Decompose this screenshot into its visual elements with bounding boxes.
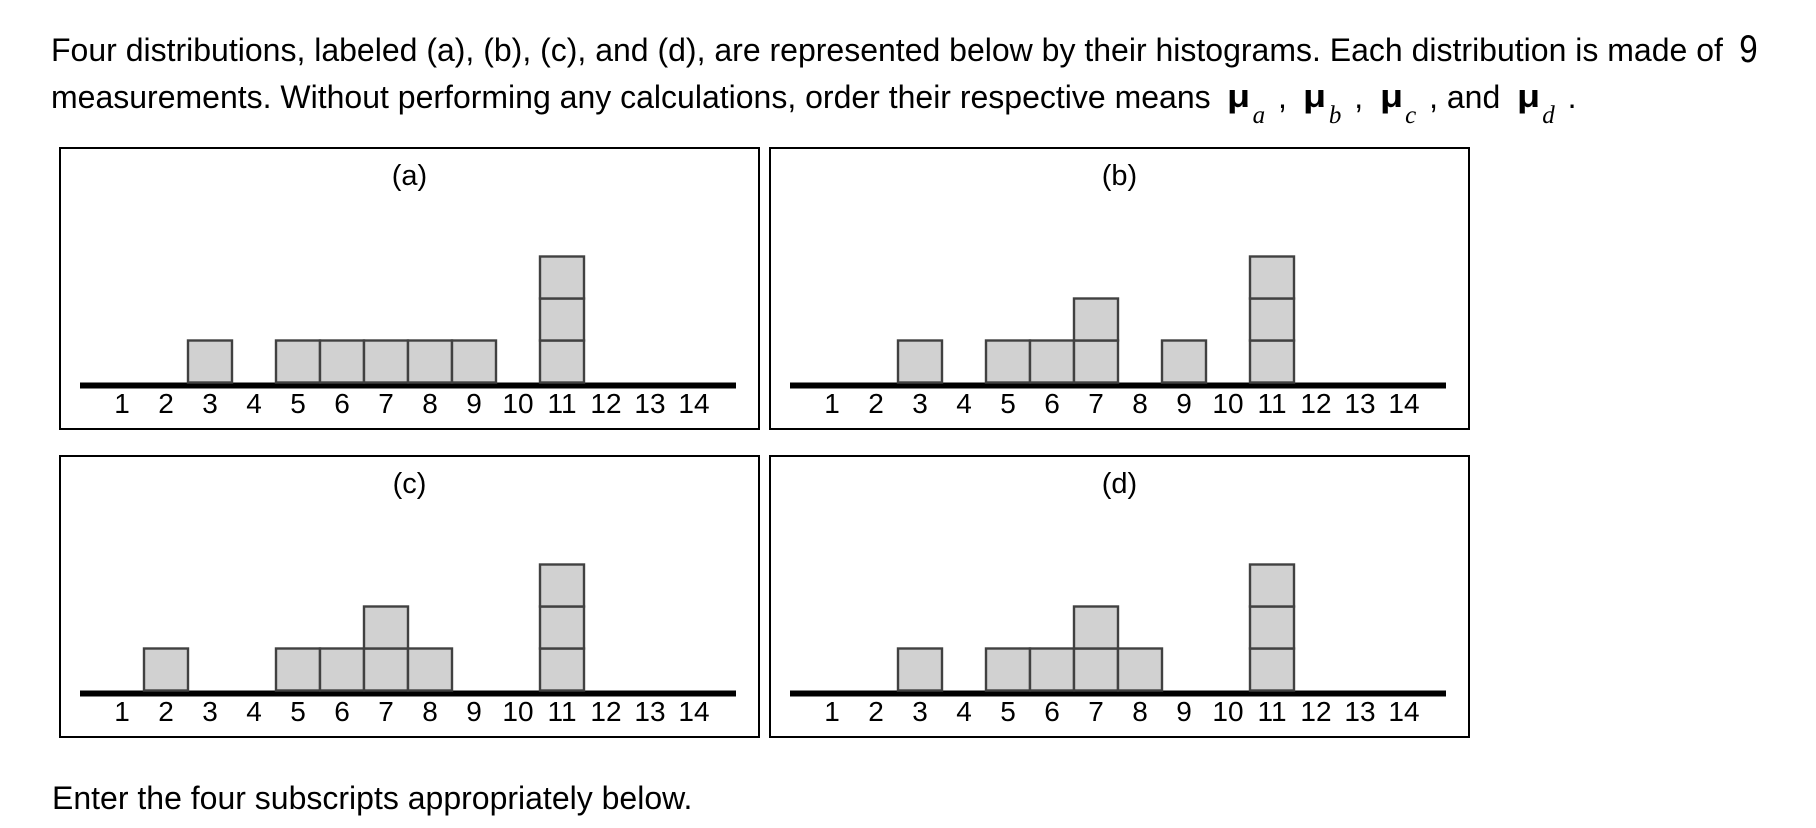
svg-text:1: 1 — [114, 696, 130, 727]
svg-text:14: 14 — [1388, 696, 1419, 727]
svg-text:8: 8 — [422, 388, 438, 419]
svg-text:2: 2 — [868, 696, 884, 727]
svg-text:13: 13 — [634, 388, 665, 419]
svg-text:10: 10 — [1212, 696, 1243, 727]
svg-text:12: 12 — [590, 696, 621, 727]
svg-text:10: 10 — [502, 696, 533, 727]
svg-text:8: 8 — [1132, 696, 1148, 727]
svg-text:13: 13 — [634, 696, 665, 727]
svg-text:5: 5 — [290, 696, 306, 727]
svg-text:1: 1 — [824, 388, 840, 419]
svg-text:(b): (b) — [1102, 160, 1137, 192]
svg-text:1: 1 — [114, 388, 130, 419]
svg-text:12: 12 — [1300, 388, 1331, 419]
svg-text:9: 9 — [1176, 388, 1192, 419]
svg-text:6: 6 — [1044, 696, 1060, 727]
svg-text:1: 1 — [824, 696, 840, 727]
svg-text:5: 5 — [1000, 696, 1016, 727]
svg-text:4: 4 — [956, 696, 972, 727]
svg-text:11: 11 — [547, 696, 576, 727]
svg-text:12: 12 — [590, 388, 621, 419]
svg-text:10: 10 — [502, 388, 533, 419]
svg-text:2: 2 — [868, 388, 884, 419]
svg-text:11: 11 — [547, 388, 576, 419]
svg-text:(d): (d) — [1102, 468, 1137, 500]
svg-text:8: 8 — [422, 696, 438, 727]
svg-text:3: 3 — [202, 388, 218, 419]
svg-text:14: 14 — [678, 388, 709, 419]
svg-text:2: 2 — [158, 696, 174, 727]
svg-text:(c): (c) — [393, 468, 427, 500]
svg-text:(a): (a) — [392, 160, 427, 192]
svg-text:14: 14 — [678, 696, 709, 727]
svg-text:3: 3 — [912, 696, 928, 727]
svg-text:3: 3 — [202, 696, 218, 727]
svg-text:9: 9 — [466, 388, 482, 419]
svg-text:13: 13 — [1344, 696, 1375, 727]
svg-text:7: 7 — [378, 696, 394, 727]
svg-text:7: 7 — [378, 388, 394, 419]
svg-text:4: 4 — [246, 696, 262, 727]
svg-text:11: 11 — [1257, 388, 1286, 419]
svg-text:6: 6 — [334, 696, 350, 727]
svg-text:9: 9 — [466, 696, 482, 727]
svg-text:4: 4 — [246, 388, 262, 419]
svg-text:10: 10 — [1212, 388, 1243, 419]
svg-text:7: 7 — [1088, 696, 1104, 727]
svg-text:2: 2 — [158, 388, 174, 419]
svg-text:11: 11 — [1257, 696, 1286, 727]
svg-text:6: 6 — [334, 388, 350, 419]
svg-text:3: 3 — [912, 388, 928, 419]
svg-text:14: 14 — [1388, 388, 1419, 419]
svg-text:4: 4 — [956, 388, 972, 419]
svg-text:12: 12 — [1300, 696, 1331, 727]
svg-text:5: 5 — [290, 388, 306, 419]
svg-text:7: 7 — [1088, 388, 1104, 419]
svg-text:6: 6 — [1044, 388, 1060, 419]
svg-text:13: 13 — [1344, 388, 1375, 419]
svg-text:5: 5 — [1000, 388, 1016, 419]
svg-text:8: 8 — [1132, 388, 1148, 419]
svg-text:9: 9 — [1176, 696, 1192, 727]
